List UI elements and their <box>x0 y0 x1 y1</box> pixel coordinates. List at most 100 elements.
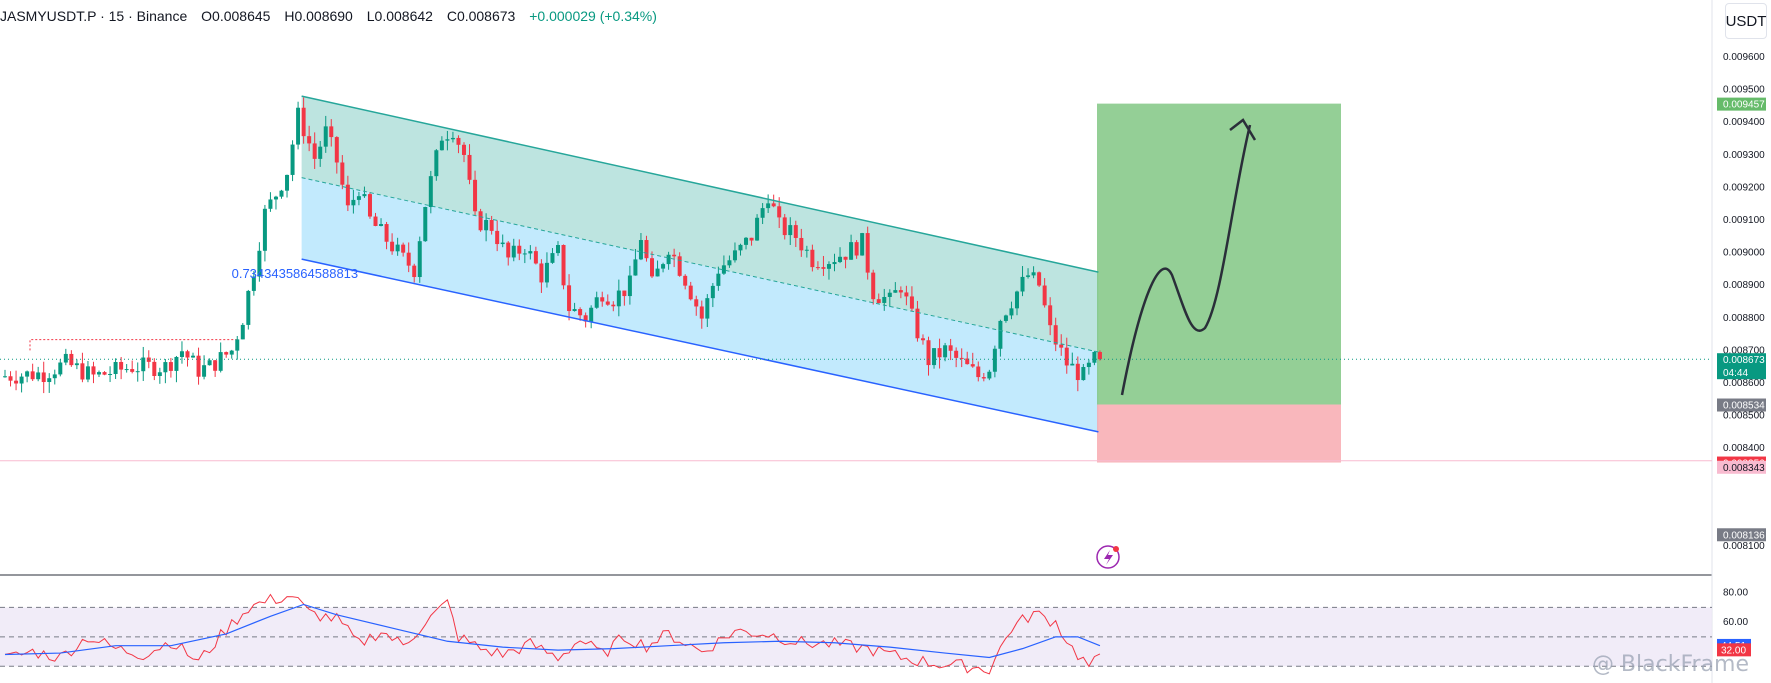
candle <box>47 378 52 383</box>
candle <box>74 363 79 366</box>
candle <box>920 338 925 341</box>
target-zone <box>1097 103 1341 405</box>
candle <box>694 299 699 307</box>
alert-dot-icon <box>1113 546 1119 552</box>
candle <box>799 237 804 251</box>
candle <box>262 208 267 251</box>
candle <box>650 258 655 277</box>
candle <box>445 139 450 141</box>
candle <box>108 374 113 376</box>
candle <box>279 190 284 197</box>
low-value: L0.008642 <box>366 8 433 24</box>
candle <box>1053 325 1058 345</box>
currency-button[interactable]: USDT <box>1725 3 1767 39</box>
candle <box>539 263 544 283</box>
candle <box>843 256 848 260</box>
candle <box>318 146 323 159</box>
candle <box>1042 285 1047 306</box>
candle <box>130 369 135 372</box>
candle <box>638 240 643 260</box>
price-tick: 0.009600 <box>1723 52 1765 63</box>
candle <box>517 245 522 254</box>
candle <box>367 194 372 217</box>
rsi-tag-label: 32.00 <box>1721 645 1746 656</box>
candle <box>732 250 737 261</box>
candle <box>69 353 74 366</box>
symbol-header: JASMYUSDT.P · 15 · Binance O0.008645 H0.… <box>0 8 667 24</box>
candle <box>191 355 196 358</box>
price-tick: 0.009300 <box>1723 150 1765 161</box>
candle <box>63 353 68 363</box>
price-tag <box>1717 97 1766 111</box>
candle <box>229 350 234 355</box>
candle <box>484 219 489 231</box>
candle <box>970 364 975 367</box>
candle <box>683 275 688 286</box>
candle <box>954 350 959 358</box>
candle <box>1086 362 1091 368</box>
candle <box>1064 347 1069 366</box>
candle <box>97 372 102 375</box>
candle <box>25 371 30 377</box>
countdown-label: 04:44 <box>1723 368 1748 379</box>
candle <box>412 265 417 278</box>
candle <box>168 362 173 371</box>
candle <box>113 361 118 375</box>
candle <box>102 372 107 375</box>
candle <box>544 262 549 283</box>
candle <box>688 285 693 300</box>
candle <box>981 377 986 379</box>
candle <box>461 144 466 155</box>
candle <box>810 249 815 268</box>
candle <box>710 285 715 299</box>
candle <box>379 224 384 226</box>
price-tick: 0.008700 <box>1723 345 1765 356</box>
candle <box>80 363 85 380</box>
candle <box>1092 351 1097 363</box>
price-tick: 0.008500 <box>1723 411 1765 422</box>
candle <box>1020 276 1025 292</box>
candle <box>36 372 41 380</box>
rsi-ma-line <box>4 603 1101 659</box>
candle <box>909 296 914 309</box>
price-tick: 0.009100 <box>1723 215 1765 226</box>
candle <box>439 140 444 151</box>
candle <box>943 345 948 358</box>
candle <box>594 297 599 308</box>
candle <box>567 285 572 312</box>
candle <box>578 309 583 316</box>
candle <box>1003 315 1008 321</box>
candle <box>766 203 771 209</box>
candle <box>1059 344 1064 348</box>
candle <box>257 250 262 277</box>
candle <box>821 267 826 269</box>
candle <box>522 253 527 255</box>
candle <box>976 366 981 378</box>
price-tag-label: 0.008534 <box>1723 401 1765 412</box>
candle <box>489 219 494 231</box>
candle <box>395 244 400 252</box>
candle <box>572 309 577 312</box>
candle <box>854 242 859 256</box>
price-tag <box>1717 398 1766 412</box>
candle <box>207 360 212 366</box>
candle <box>672 254 677 257</box>
price-tick: 0.008100 <box>1723 541 1765 552</box>
candle <box>290 144 295 175</box>
symbol-info[interactable]: JASMYUSDT.P · 15 · Binance <box>0 8 188 24</box>
candle <box>644 240 649 259</box>
candle <box>622 290 627 297</box>
candle <box>926 340 931 366</box>
candle <box>301 107 306 137</box>
candle <box>135 371 140 373</box>
candle <box>699 306 704 319</box>
candle <box>179 351 184 357</box>
candle <box>1037 272 1042 286</box>
candle <box>948 345 953 351</box>
candle <box>152 361 157 377</box>
candle <box>157 372 162 377</box>
candle <box>749 237 754 241</box>
candle <box>677 256 682 276</box>
close-value: C0.008673 <box>446 8 516 24</box>
